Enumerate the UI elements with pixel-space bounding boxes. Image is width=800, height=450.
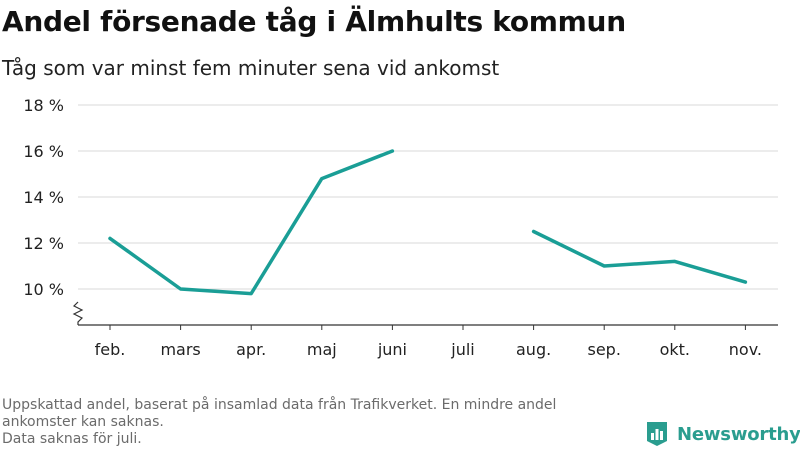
footnote-line-3: Data saknas för juli.: [2, 431, 142, 447]
x-tick-label: aug.: [516, 340, 551, 359]
y-tick-label: 14 %: [23, 188, 64, 207]
x-tick-label: juli: [450, 340, 474, 359]
x-tick-label: feb.: [95, 340, 126, 359]
y-tick-label: 10 %: [23, 280, 64, 299]
x-tick-label: sep.: [587, 340, 620, 359]
bar-chart-flag-icon: [647, 422, 667, 446]
footnote-line-1: Uppskattad andel, baserat på insamlad da…: [2, 397, 557, 413]
x-tick-label: apr.: [236, 340, 266, 359]
x-tick-label: okt.: [660, 340, 690, 359]
x-tick-label: mars: [160, 340, 200, 359]
series-line-segment: [108, 149, 395, 296]
axis-break-mark: [72, 301, 84, 325]
y-tick-label: 18 %: [23, 96, 64, 115]
footnote: Uppskattad andel, baserat på insamlad da…: [2, 397, 642, 448]
x-tick-label: nov.: [729, 340, 762, 359]
brand-name: Newsworthy: [677, 423, 800, 445]
y-tick-label: 16 %: [23, 142, 64, 161]
chart-subtitle: Tåg som var minst fem minuter sena vid a…: [2, 56, 500, 80]
chart-title: Andel försenade tåg i Älmhults kommun: [2, 5, 626, 38]
series-line-segment: [531, 229, 748, 284]
brand-logo: Newsworthy: [645, 420, 800, 448]
x-tick-label: juni: [377, 340, 407, 359]
y-tick-label: 12 %: [23, 234, 64, 253]
footnote-line-2: ankomster kan saknas.: [2, 414, 164, 430]
x-tick-label: maj: [307, 340, 337, 359]
